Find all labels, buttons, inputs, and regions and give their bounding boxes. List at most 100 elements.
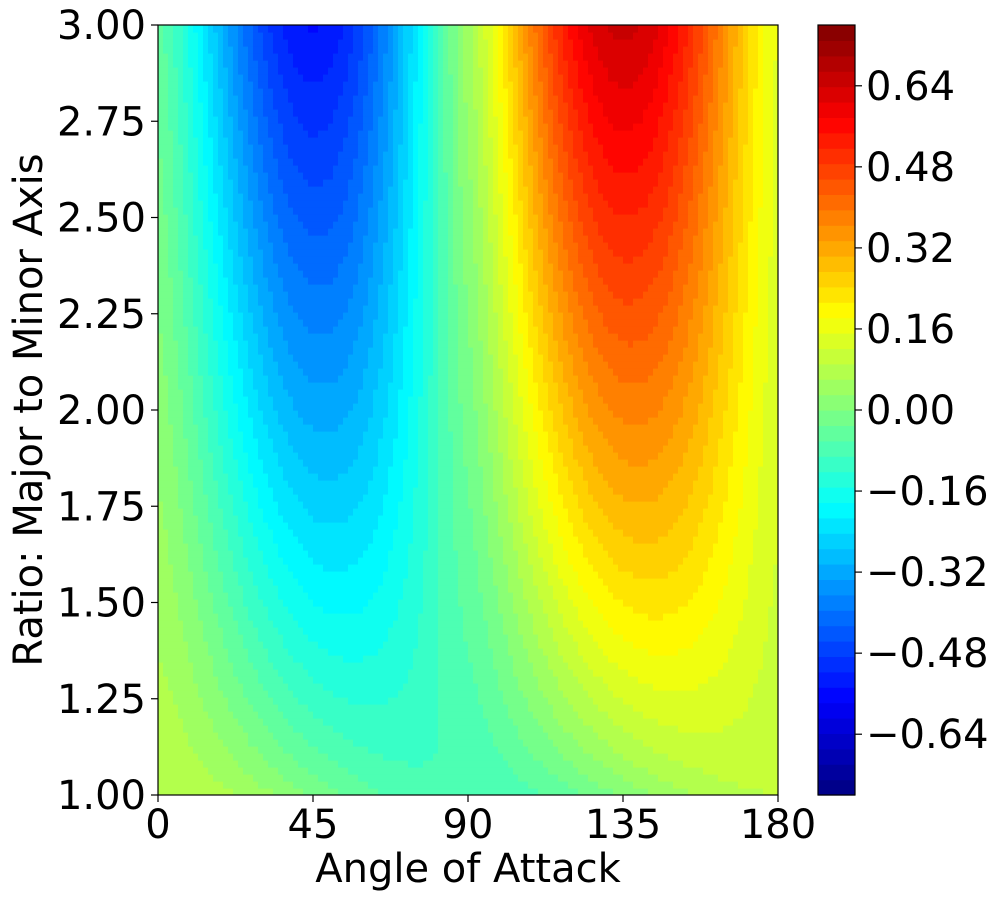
contour-cell xyxy=(233,214,239,222)
contour-cell xyxy=(168,417,174,425)
contour-cell xyxy=(183,578,189,586)
contour-cell xyxy=(363,25,369,33)
contour-cell xyxy=(373,291,379,299)
contour-cell xyxy=(193,102,199,110)
contour-cell xyxy=(308,648,314,656)
contour-cell xyxy=(293,396,299,404)
contour-cell xyxy=(318,249,324,257)
contour-cell xyxy=(188,774,194,782)
contour-cell xyxy=(248,739,254,747)
contour-cell xyxy=(338,298,344,306)
contour-cell xyxy=(193,501,199,509)
contour-cell xyxy=(168,102,174,110)
contour-cell xyxy=(258,53,264,61)
contour-cell xyxy=(273,137,279,145)
contour-cell xyxy=(328,732,334,740)
contour-cell xyxy=(183,403,189,411)
contour-cell xyxy=(228,312,234,320)
contour-cell xyxy=(368,704,374,712)
contour-cell xyxy=(283,732,289,740)
contour-cell xyxy=(383,578,389,586)
contour-cell xyxy=(173,529,179,537)
contour-cell xyxy=(283,417,289,425)
contour-cell xyxy=(208,662,214,670)
contour-cell xyxy=(223,130,229,138)
contour-cell xyxy=(313,410,319,418)
contour-cell xyxy=(338,88,344,96)
contour-cell xyxy=(218,564,224,572)
contour-cell xyxy=(203,767,209,775)
contour-cell xyxy=(183,487,189,495)
contour-cell xyxy=(208,137,214,145)
contour-cell xyxy=(228,550,234,558)
contour-cell xyxy=(343,326,349,334)
contour-cell xyxy=(218,312,224,320)
contour-cell xyxy=(318,200,324,208)
contour-cell xyxy=(248,102,254,110)
contour-cell xyxy=(278,249,284,257)
contour-cell xyxy=(228,739,234,747)
contour-cell xyxy=(213,403,219,411)
contour-cell xyxy=(228,95,234,103)
contour-cell xyxy=(313,501,319,509)
contour-cell xyxy=(173,200,179,208)
contour-cell xyxy=(353,291,359,299)
contour-cell xyxy=(333,389,339,397)
contour-cell xyxy=(163,578,169,586)
contour-cell xyxy=(303,298,309,306)
contour-cell xyxy=(208,522,214,530)
contour-cell xyxy=(368,669,374,677)
contour-cell xyxy=(263,319,269,327)
contour-cell xyxy=(288,781,294,789)
contour-cell xyxy=(163,739,169,747)
contour-cell xyxy=(243,32,249,40)
contour-cell xyxy=(293,725,299,733)
contour-cell xyxy=(323,648,329,656)
contour-cell xyxy=(368,102,374,110)
contour-cell xyxy=(163,788,169,795)
contour-cell xyxy=(363,634,369,642)
contour-cell xyxy=(363,375,369,383)
contour-cell xyxy=(308,361,314,369)
contour-cell xyxy=(298,312,304,320)
contour-cell xyxy=(178,578,184,586)
contour-cell xyxy=(193,88,199,96)
contour-cell xyxy=(288,25,294,33)
contour-cell xyxy=(328,130,334,138)
contour-cell xyxy=(303,179,309,187)
contour-cell xyxy=(323,116,329,124)
contour-cell xyxy=(208,88,214,96)
contour-cell xyxy=(248,697,254,705)
contour-cell xyxy=(233,25,239,33)
contour-cell xyxy=(193,571,199,579)
contour-cell xyxy=(253,431,259,439)
contour-cell xyxy=(373,67,379,75)
contour-cell xyxy=(303,46,309,54)
contour-cell xyxy=(163,760,169,768)
contour-cell xyxy=(163,725,169,733)
contour-cell xyxy=(173,207,179,215)
contour-cell xyxy=(273,361,279,369)
contour-cell xyxy=(293,326,299,334)
contour-cell xyxy=(158,515,164,523)
contour-cell xyxy=(328,172,334,180)
contour-cell xyxy=(368,312,374,320)
contour-cell xyxy=(213,137,219,145)
contour-cell xyxy=(373,697,379,705)
contour-cell xyxy=(168,578,174,586)
contour-cell xyxy=(158,788,164,795)
contour-cell xyxy=(308,641,314,649)
contour-cell xyxy=(353,193,359,201)
contour-cell xyxy=(283,60,289,68)
contour-cell xyxy=(313,263,319,271)
contour-cell xyxy=(308,536,314,544)
contour-cell xyxy=(368,193,374,201)
contour-cell xyxy=(333,760,339,768)
contour-cell xyxy=(298,774,304,782)
contour-cell xyxy=(243,480,249,488)
contour-cell xyxy=(363,67,369,75)
contour-cell xyxy=(358,739,364,747)
contour-cell xyxy=(168,368,174,376)
contour-cell xyxy=(183,102,189,110)
contour-cell xyxy=(308,578,314,586)
